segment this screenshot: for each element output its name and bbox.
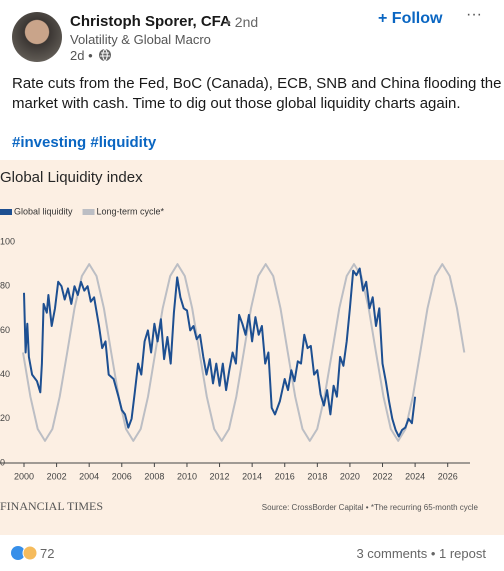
x-tick-label: 2004 [79,471,99,481]
globe-icon [99,48,111,62]
source: Source: CrossBorder Capital • *The recur… [262,503,479,512]
engagement[interactable]: 3 comments • 1 repost [356,546,486,561]
legend-swatch [0,209,12,215]
follow-button[interactable]: + Follow [378,10,443,27]
chart: Global Liquidity index FINANCIAL TIMES S… [0,160,504,535]
legend-label: Global liquidity [14,206,73,216]
legend-swatch [82,209,95,215]
y-tick-label: 40 [0,369,10,379]
x-tick-label: 2024 [405,471,425,481]
avatar[interactable] [12,12,62,62]
x-tick-label: 2010 [177,471,197,481]
legend-label: Long-term cycle* [97,206,165,216]
x-tick-label: 2022 [373,471,393,481]
x-tick-label: 2026 [438,471,458,481]
time: 2d • [70,48,93,63]
x-tick-label: 2008 [144,471,164,481]
menu-button[interactable]: ··· [466,6,482,23]
y-tick-label: 100 [0,236,15,246]
y-tick-label: 80 [0,281,10,291]
brand: FINANCIAL TIMES [0,499,103,513]
x-tick-label: 2014 [242,471,262,481]
chart-title: Global Liquidity index [0,169,143,186]
series-line [23,267,417,438]
x-tick-label: 2002 [47,471,67,481]
post-text: market with cash. Time to dig out those … [12,95,461,112]
headline: Volatility & Global Macro [70,32,211,47]
reaction-icons[interactable] [10,545,40,561]
x-tick-label: 2018 [307,471,327,481]
x-tick-label: 2006 [112,471,132,481]
y-tick-label: 60 [0,325,10,335]
y-tick-label: 20 [0,413,10,423]
x-tick-label: 2000 [14,471,34,481]
hashtags[interactable]: #investing #liquidity [12,134,157,151]
series-line [22,263,466,442]
reaction-count[interactable]: 72 [40,546,55,561]
author[interactable]: Christoph Sporer, CFA [70,13,231,30]
x-tick-label: 2016 [275,471,295,481]
post-text: Rate cuts from the Fed, BoC (Canada), EC… [12,75,502,92]
x-tick-label: 2020 [340,471,360,481]
y-tick-label: 0 [0,457,5,467]
x-tick-label: 2012 [210,471,230,481]
degree: • 2nd [226,14,259,30]
